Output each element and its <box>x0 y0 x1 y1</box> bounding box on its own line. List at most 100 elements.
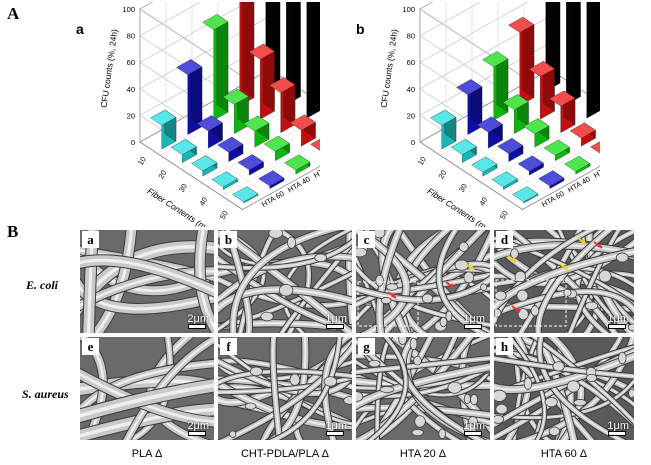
bar-side-face <box>242 2 255 98</box>
fiber-highlight <box>494 290 634 315</box>
fiber-texture <box>494 230 634 333</box>
fiber-highlight <box>80 258 214 293</box>
fiber-highlight <box>494 230 593 323</box>
arrow-head <box>581 239 586 244</box>
fiber-texture <box>80 230 214 333</box>
sem-image-d: d 1μm <box>494 230 634 333</box>
y-tick-label: 0 <box>411 138 415 147</box>
bar-top-face <box>170 139 197 155</box>
bar-top-face <box>476 116 503 133</box>
sem-panel-label: g <box>358 338 375 355</box>
bacterium <box>573 399 587 407</box>
bar-hta-10-50 <box>590 141 600 154</box>
gridline <box>481 116 600 183</box>
bacterium <box>544 396 558 408</box>
bacterium <box>463 393 471 405</box>
bar-hta-60-30 <box>191 155 218 177</box>
x-tick-label: 50 <box>218 209 230 221</box>
x-tick-label: 40 <box>197 196 209 208</box>
zoom-inset-box <box>357 281 419 327</box>
scale-bar-label: 1μm <box>607 313 629 325</box>
y-tick-label: 40 <box>407 85 415 94</box>
bar-hta-10-20 <box>528 60 555 120</box>
x-tick-label: 10 <box>416 155 428 167</box>
fiber-highlight <box>232 230 333 333</box>
fiber-highlight <box>80 249 214 279</box>
bar-top-face <box>564 155 591 172</box>
fiber-highlight <box>539 337 623 440</box>
bar-hta-20-40 <box>543 139 570 161</box>
y-tick-label: 20 <box>127 111 135 120</box>
fiber-highlight <box>348 230 352 328</box>
bar-top-face <box>491 171 518 188</box>
bar-top-face <box>284 154 311 171</box>
sem-panel-label: h <box>496 338 513 355</box>
panel-b-label: B <box>7 222 19 241</box>
bacterium <box>278 284 294 297</box>
bacterium <box>375 274 384 287</box>
bar-top-face <box>450 139 477 155</box>
fiber-highlight <box>494 341 593 440</box>
bar-top-face <box>310 138 320 151</box>
fiber-highlight <box>369 337 407 440</box>
bacterium <box>314 253 328 263</box>
bar-top-face <box>590 141 600 154</box>
bar-top-face <box>191 155 218 172</box>
bacterium <box>566 380 581 393</box>
bar-hta-40-50 <box>258 170 285 189</box>
fiber-highlight <box>494 380 634 419</box>
bar-blank-30 <box>586 2 600 119</box>
bar-hta-60-30 <box>471 156 498 177</box>
bar-top-face <box>211 171 238 188</box>
bar-hta-10-30 <box>269 77 296 133</box>
fiber-highlight <box>272 337 281 440</box>
bar-hta-20-10 <box>482 51 509 121</box>
bar-top-face <box>150 109 177 126</box>
bacterium <box>421 293 434 304</box>
bacterium <box>598 269 612 283</box>
bacterium <box>628 388 634 399</box>
bacterium <box>380 296 392 305</box>
y-tick-label: 60 <box>407 58 415 67</box>
bar-hta-60-40 <box>211 171 238 190</box>
fiber-highlight <box>272 337 341 440</box>
gridline <box>165 127 269 196</box>
sem-panel-label: d <box>496 231 513 248</box>
sem-image-g: g 1μm <box>356 337 490 440</box>
bacterium <box>494 290 507 301</box>
bar-hta-20-10 <box>202 14 229 121</box>
subplot-label: b <box>356 21 365 37</box>
fiber-highlight <box>356 357 490 373</box>
bar-hta-40-10 <box>176 59 203 135</box>
sem-panel-label: a <box>82 231 99 248</box>
bar-top-face <box>502 94 529 110</box>
panel-a-label: A <box>7 4 20 23</box>
bacterium <box>552 361 565 372</box>
bar-top-face <box>202 14 229 30</box>
bacterium <box>244 402 257 410</box>
sem-panel-label: b <box>220 231 237 248</box>
bar-hta-40-40 <box>237 154 264 176</box>
bacterium <box>413 356 422 366</box>
bacterium <box>368 359 381 368</box>
bacterium <box>548 426 561 436</box>
arrow-head <box>449 283 454 288</box>
arrow-head <box>391 293 396 298</box>
fiber-highlight <box>270 337 307 440</box>
bacterium <box>445 310 453 322</box>
y-tick-label: 80 <box>407 32 415 41</box>
bar-hta-60-50 <box>232 186 259 204</box>
scale-bar <box>326 324 344 329</box>
bacterium <box>514 270 527 283</box>
bacterium <box>458 241 469 252</box>
fiber-highlight <box>218 370 352 384</box>
scale-bar-label: 1μm <box>463 313 485 325</box>
gridline <box>221 141 320 197</box>
bar-top-face <box>512 186 539 203</box>
sem-image-c: c 1μm <box>356 230 490 333</box>
bar-top-face <box>538 170 565 187</box>
bar-top-face <box>517 155 544 172</box>
bacterium <box>627 323 634 332</box>
bar-top-face <box>263 135 290 152</box>
bacterium <box>470 393 479 406</box>
